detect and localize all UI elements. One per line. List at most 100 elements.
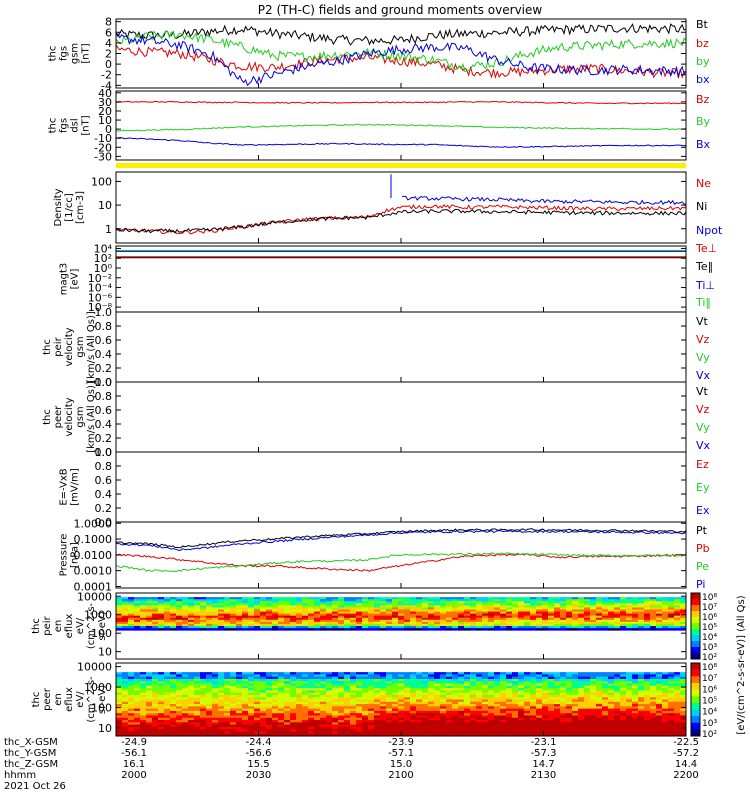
- spectrogram-cell: [290, 708, 297, 712]
- spectrogram-cell: [392, 710, 399, 714]
- spectrogram-cell: [524, 674, 531, 678]
- spectrogram-cell: [338, 609, 345, 613]
- spectrogram-cell: [650, 674, 657, 678]
- spectrogram-cell: [206, 685, 213, 689]
- spectrogram-cell: [374, 681, 381, 685]
- spectrogram-cell: [452, 681, 459, 685]
- spectrogram-cell: [416, 722, 423, 726]
- series-fgs-gsm-bz: [115, 44, 687, 80]
- spectrogram-cell: [584, 704, 591, 707]
- legend-pressure-3: Pi: [696, 578, 705, 591]
- spectrogram-cell: [248, 692, 255, 696]
- spectrogram-cell: [146, 717, 153, 721]
- spectrogram-cell: [536, 704, 543, 707]
- spectrogram-cell: [182, 607, 189, 610]
- spectrogram-cell: [344, 619, 351, 623]
- spectrogram-cell: [278, 621, 285, 625]
- spectrogram-cell: [344, 611, 351, 615]
- spectrogram-cell: [212, 683, 219, 687]
- spectrogram-cell: [428, 722, 435, 726]
- spectrogram-cell: [590, 710, 597, 714]
- spectrogram-cell: [416, 701, 423, 705]
- spectrogram-cell: [302, 729, 309, 732]
- spectrogram-cell: [614, 626, 621, 629]
- spectrogram-cell: [488, 611, 495, 615]
- spectrogram-cell: [350, 720, 357, 723]
- spectrogram-cell: [272, 688, 279, 691]
- spectrogram-cell: [200, 626, 207, 629]
- spectrogram-cell: [164, 720, 171, 723]
- spectrogram-cell: [584, 692, 591, 696]
- spectrogram-cell: [464, 628, 471, 631]
- spectrogram-cell: [314, 597, 321, 600]
- x-tick-label: 2030: [246, 770, 271, 781]
- spectrogram-cell: [344, 672, 351, 675]
- spectrogram-cell: [464, 726, 471, 730]
- spectrogram-cell: [566, 674, 573, 678]
- spectrogram-cell: [212, 626, 219, 629]
- spectrogram-cell: [674, 720, 681, 723]
- spectrogram-cell: [668, 699, 675, 703]
- spectrogram-cell: [314, 605, 321, 608]
- spectrogram-cell: [248, 607, 255, 610]
- spectrogram-cell: [440, 731, 447, 735]
- spectrogram-cell: [416, 599, 423, 602]
- x-tick-label: -57.3: [531, 748, 557, 759]
- spectrogram-cell: [314, 699, 321, 703]
- spectrogram-cell: [464, 613, 471, 617]
- spectrogram-cell: [554, 621, 561, 625]
- spectrogram-cell: [572, 729, 579, 732]
- spectrogram-cell: [398, 713, 405, 716]
- spectrogram-cell: [530, 697, 537, 700]
- spectrogram-cell: [590, 615, 597, 619]
- spectrogram-cell: [326, 603, 333, 606]
- y-axis-label: eflux: [64, 687, 75, 712]
- spectrogram-cell: [374, 685, 381, 689]
- spectrogram-cell: [404, 617, 411, 621]
- spectrogram-cell: [380, 720, 387, 723]
- spectrogram-cell: [518, 681, 525, 685]
- spectrogram-cell: [650, 713, 657, 716]
- spectrogram-cell: [224, 607, 231, 610]
- legend-peer-velocity-2: Vy: [696, 421, 710, 434]
- spectrogram-cell: [614, 685, 621, 689]
- spectrogram-cell: [620, 603, 627, 606]
- spectrogram-cell: [308, 597, 315, 600]
- spectrogram-cell: [446, 626, 453, 629]
- spectrogram-cell: [224, 729, 231, 732]
- spectrogram-cell: [662, 704, 669, 707]
- spectrogram-cell: [200, 729, 207, 732]
- spectrogram-cell: [290, 697, 297, 700]
- spectrogram-cell: [662, 674, 669, 678]
- spectrogram-cell: [224, 722, 231, 726]
- spectrogram-cell: [446, 710, 453, 714]
- spectrogram-cell: [206, 672, 213, 675]
- spectrogram-cell: [164, 628, 171, 631]
- spectrogram-cell: [374, 597, 381, 600]
- spectrogram-cell: [482, 628, 489, 631]
- spectrogram-cell: [416, 694, 423, 698]
- spectrogram-cell: [632, 626, 639, 629]
- spectrogram-cell: [614, 726, 621, 730]
- spectrogram-cell: [608, 733, 615, 737]
- y-tick-label: 0.4: [95, 348, 113, 361]
- spectrogram-cell: [218, 623, 225, 627]
- spectrogram-cell: [674, 601, 681, 604]
- spectrogram-cell: [524, 607, 531, 610]
- spectrogram-cell: [206, 706, 213, 710]
- spectrogram-cell: [560, 626, 567, 629]
- spectrogram-cell: [542, 715, 549, 719]
- spectrogram-cell: [422, 697, 429, 700]
- spectrogram-cell: [308, 706, 315, 710]
- spectrogram-cell: [446, 699, 453, 703]
- spectrogram-cell: [314, 628, 321, 631]
- spectrogram-cell: [152, 685, 159, 689]
- spectrogram-cell: [308, 626, 315, 629]
- spectrogram-cell: [572, 701, 579, 705]
- spectrogram-cell: [344, 617, 351, 621]
- spectrogram-cell: [554, 699, 561, 703]
- spectrogram-cell: [548, 605, 555, 608]
- spectrogram-cell: [668, 611, 675, 615]
- spectrogram-cell: [458, 603, 465, 606]
- spectrogram-cell: [338, 603, 345, 606]
